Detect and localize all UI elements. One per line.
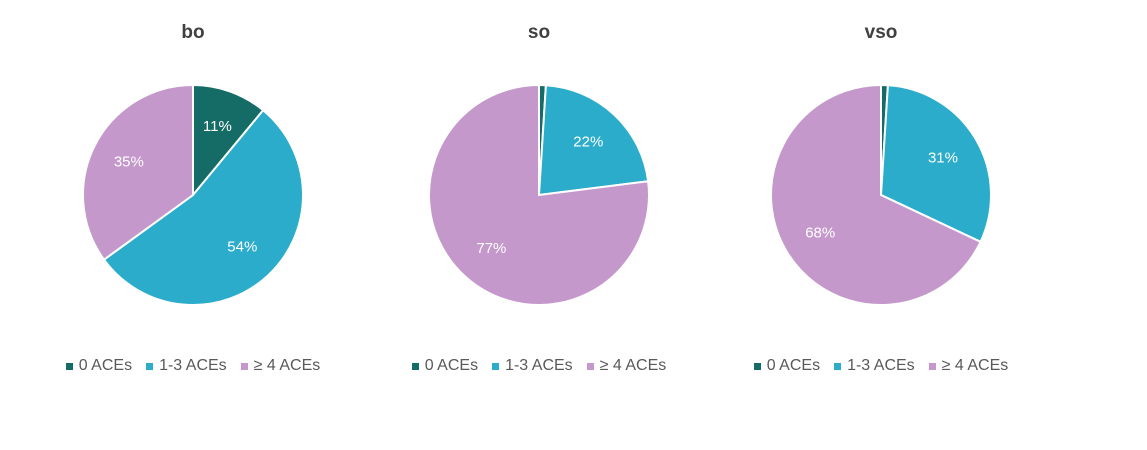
legend-label: 1-3 ACEs bbox=[505, 357, 573, 374]
pie-svg: 11% 54% 35% bbox=[82, 83, 304, 306]
pie-slice-4plus-aces bbox=[82, 83, 194, 262]
pie-slice-0-aces bbox=[192, 83, 265, 198]
legend-label: ≥ 4 ACEs bbox=[253, 357, 321, 374]
pie-chart-so: so 22% 77% 0 ACEs 1-3 ACEs ≥ 4 ACEs bbox=[359, 0, 719, 450]
chart-legend: 0 ACEs 1-3 ACEs ≥ 4 ACEs bbox=[13, 357, 373, 375]
legend-swatch-0-aces bbox=[65, 362, 73, 370]
legend-label: 1-3 ACEs bbox=[159, 357, 227, 374]
legend-swatch-1-3-aces bbox=[834, 362, 842, 370]
data-label: 35% bbox=[114, 153, 144, 170]
data-label: 31% bbox=[928, 149, 958, 166]
pie-slice-4plus-aces bbox=[428, 83, 650, 306]
data-label: 22% bbox=[573, 133, 603, 150]
legend-label: 1-3 ACEs bbox=[847, 357, 915, 374]
chart-legend: 0 ACEs 1-3 ACEs ≥ 4 ACEs bbox=[701, 357, 1061, 375]
legend-label: ≥ 4 ACEs bbox=[941, 357, 1009, 374]
legend-item-1-3-aces: 1-3 ACEs bbox=[492, 357, 573, 375]
legend-item-1-3-aces: 1-3 ACEs bbox=[146, 357, 227, 375]
legend-item-0-aces: 0 ACEs bbox=[411, 357, 479, 375]
legend-swatch-4plus-aces bbox=[586, 362, 594, 370]
legend-swatch-1-3-aces bbox=[146, 362, 154, 370]
pie-chart-bo: bo 11% 54% 35% 0 ACEs 1-3 ACEs ≥ 4 ACEs bbox=[13, 0, 373, 450]
data-label: 77% bbox=[476, 240, 506, 257]
legend-swatch-1-3-aces bbox=[492, 362, 500, 370]
data-label: 54% bbox=[227, 238, 257, 255]
legend-label: 0 ACEs bbox=[78, 357, 133, 374]
chart-title: so bbox=[527, 22, 551, 43]
legend-swatch-0-aces bbox=[411, 362, 419, 370]
legend-item-4plus-aces: ≥ 4 ACEs bbox=[586, 357, 667, 375]
chart-title: bo bbox=[181, 22, 205, 43]
legend-item-0-aces: 0 ACEs bbox=[753, 357, 821, 375]
legend-label: 0 ACEs bbox=[424, 357, 479, 374]
chart-title: vso bbox=[864, 22, 898, 43]
legend-swatch-4plus-aces bbox=[240, 362, 248, 370]
legend-swatch-4plus-aces bbox=[928, 362, 936, 370]
pie-chart-vso: vso 31% 68% 0 ACEs 1-3 ACEs ≥ 4 ACEs bbox=[701, 0, 1061, 450]
pie-slice-1-3-aces bbox=[102, 108, 304, 306]
pie-svg: 22% 77% bbox=[428, 83, 650, 306]
legend-item-4plus-aces: ≥ 4 ACEs bbox=[240, 357, 321, 375]
data-label: 11% bbox=[203, 118, 232, 135]
pie-svg: 31% 68% bbox=[770, 83, 992, 306]
pie-slice-4plus-aces bbox=[770, 83, 982, 306]
legend-item-4plus-aces: ≥ 4 ACEs bbox=[928, 357, 1009, 375]
data-label: 68% bbox=[805, 225, 835, 242]
legend-item-0-aces: 0 ACEs bbox=[65, 357, 133, 375]
chart-legend: 0 ACEs 1-3 ACEs ≥ 4 ACEs bbox=[359, 357, 719, 375]
legend-item-1-3-aces: 1-3 ACEs bbox=[834, 357, 915, 375]
pie-slice-1-3-aces bbox=[879, 84, 992, 244]
pie-slice-1-3-aces bbox=[537, 84, 650, 197]
legend-label: 0 ACEs bbox=[766, 357, 821, 374]
legend-label: ≥ 4 ACEs bbox=[599, 357, 667, 374]
legend-swatch-0-aces bbox=[753, 362, 761, 370]
